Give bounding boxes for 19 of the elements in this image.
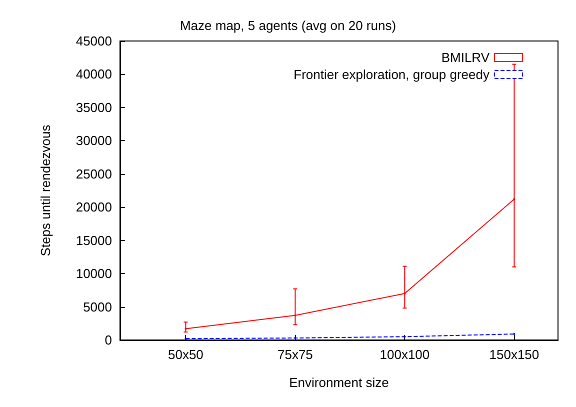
- y-tick-label: 0: [104, 332, 112, 348]
- y-axis-title: Steps until rendezvous: [38, 124, 53, 256]
- y-tick-label: 40000: [76, 66, 112, 82]
- x-axis-title: Environment size: [289, 375, 389, 390]
- y-tick-label: 30000: [76, 133, 112, 148]
- chart-title: Maze map, 5 agents (avg on 20 runs): [180, 18, 396, 33]
- y-tick-label: 5000: [83, 299, 112, 314]
- x-tick-label: 50x50: [168, 347, 204, 362]
- x-tick-label: 150x150: [489, 347, 540, 362]
- legend-label: BMILRV: [441, 50, 490, 65]
- y-tick-label: 20000: [76, 200, 112, 215]
- y-tick-label: 45000: [76, 34, 112, 48]
- y-tick-label: 10000: [76, 266, 112, 282]
- y-tick-label: 15000: [76, 232, 112, 248]
- x-tick-label: 75x75: [277, 347, 313, 362]
- x-tick-label: 100x100: [380, 347, 430, 362]
- y-tick-label: 25000: [76, 166, 112, 182]
- y-tick-label: 35000: [76, 100, 112, 115]
- legend-label: Frontier exploration, group greedy: [294, 67, 490, 82]
